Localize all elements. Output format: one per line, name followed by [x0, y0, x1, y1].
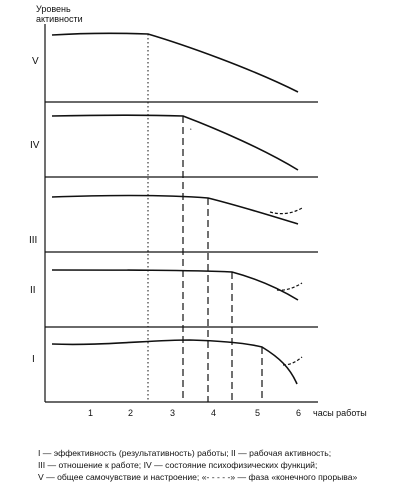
x-tick-1: 1	[88, 408, 93, 418]
panel-label-iv: IV	[30, 140, 40, 151]
y-axis-title-line2: активности	[36, 14, 83, 24]
small-mark: ʻ	[190, 127, 192, 136]
curve-iii	[51, 194, 299, 225]
curve-v	[51, 32, 299, 93]
curve-i	[51, 339, 298, 385]
caption-line-3: V — общее самочувствие и настроение; «- …	[38, 472, 358, 482]
x-tick-2: 2	[128, 408, 133, 418]
y-axis-title-line1: Уровень	[36, 4, 71, 14]
x-tick-5: 5	[255, 408, 260, 418]
panel-label-i: I	[32, 354, 35, 365]
activity-diagram: Уровень активности V IV III II I ʻ 1 2 3…	[29, 4, 367, 418]
caption-line-2: III — отношение к работе; IV — состояние…	[38, 460, 318, 470]
panel-label-ii: II	[30, 285, 36, 296]
panel-label-iii: III	[29, 235, 37, 246]
panel-label-v: V	[32, 56, 39, 67]
x-tick-4: 4	[211, 408, 216, 418]
curve-iv	[51, 114, 299, 171]
curve-ii	[51, 269, 299, 301]
final-spurt-i	[282, 356, 303, 366]
caption: I — эффективность (результативность) раб…	[38, 447, 398, 483]
final-spurt-ii	[276, 282, 303, 291]
x-tick-3: 3	[170, 408, 175, 418]
caption-line-1: I — эффективность (результативность) раб…	[38, 448, 332, 458]
x-tick-6: 6	[296, 408, 301, 418]
final-spurt-iii	[269, 207, 303, 215]
x-axis-title: часы работы	[313, 408, 367, 418]
